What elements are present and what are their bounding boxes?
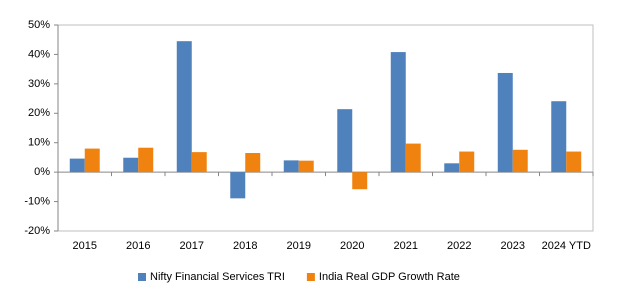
bar bbox=[444, 163, 460, 173]
x-tick-label: 2024 YTD bbox=[542, 240, 591, 252]
legend-label: Nifty Financial Services TRI bbox=[150, 271, 285, 283]
bar bbox=[138, 147, 154, 173]
y-tick-label: -10% bbox=[24, 195, 50, 207]
y-tick-label: 30% bbox=[28, 78, 50, 90]
x-tick-label: 2015 bbox=[73, 240, 97, 252]
bar bbox=[245, 153, 261, 173]
y-tick-label: -20% bbox=[24, 225, 50, 237]
bar bbox=[123, 157, 139, 173]
bar bbox=[551, 101, 567, 173]
bar bbox=[191, 152, 207, 173]
x-tick-label: 2019 bbox=[287, 240, 311, 252]
x-tick-label: 2017 bbox=[180, 240, 204, 252]
legend-swatch bbox=[138, 273, 146, 281]
y-tick-label: 10% bbox=[28, 137, 50, 149]
bar bbox=[84, 148, 100, 173]
bar bbox=[298, 160, 314, 173]
y-tick-label: 40% bbox=[28, 48, 50, 60]
bar bbox=[352, 172, 368, 190]
legend-swatch bbox=[306, 273, 315, 281]
x-tick-label: 2016 bbox=[126, 240, 150, 252]
x-tick-label: 2022 bbox=[447, 240, 471, 252]
x-tick-label: 2023 bbox=[501, 240, 525, 252]
x-tick-label: 2018 bbox=[233, 240, 257, 252]
bar bbox=[566, 151, 582, 173]
x-tick-label: 2020 bbox=[340, 240, 364, 252]
bar bbox=[176, 41, 192, 173]
bar bbox=[512, 149, 528, 173]
legend-label: India Real GDP Growth Rate bbox=[319, 271, 460, 283]
bar bbox=[230, 172, 246, 199]
bar bbox=[69, 158, 85, 173]
x-tick-label: 2021 bbox=[394, 240, 418, 252]
bar bbox=[497, 72, 513, 173]
y-tick-label: 50% bbox=[28, 19, 50, 31]
bar bbox=[459, 151, 475, 173]
bar bbox=[283, 160, 299, 173]
bar bbox=[405, 143, 421, 173]
bar bbox=[390, 52, 406, 173]
y-tick-label: 0% bbox=[34, 166, 50, 178]
y-tick-label: 20% bbox=[28, 107, 50, 119]
bar bbox=[337, 109, 353, 173]
